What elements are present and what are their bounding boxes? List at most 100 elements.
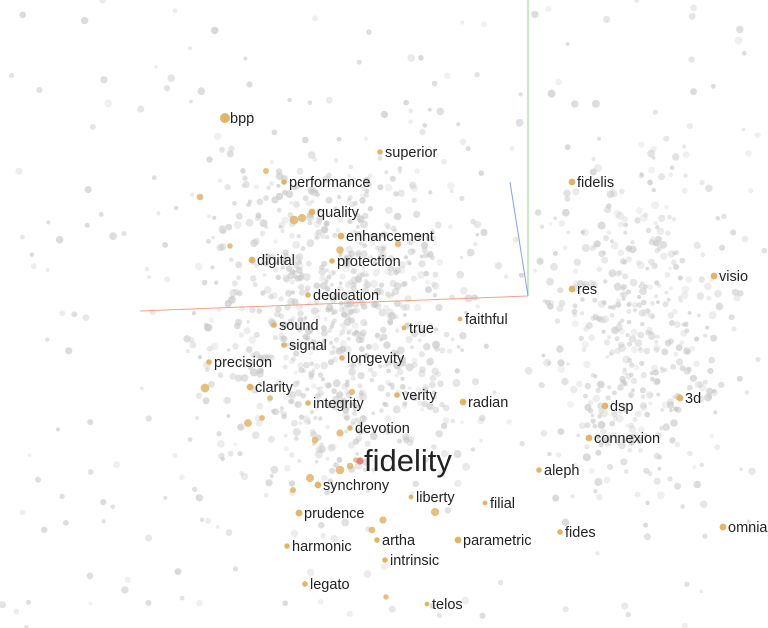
word-label[interactable]: telos [432,597,463,613]
word-point[interactable] [457,316,463,322]
word-point[interactable] [220,113,230,123]
word-point[interactable] [356,457,364,465]
word-point[interactable] [568,285,576,293]
word-label[interactable]: fides [565,525,596,541]
word-point[interactable] [284,543,290,549]
word-label[interactable]: bpp [230,111,254,127]
word-point[interactable] [382,557,388,563]
word-label[interactable]: protection [337,254,401,270]
word-point[interactable] [305,400,311,406]
word-point[interactable] [401,325,407,331]
word-point[interactable] [585,434,593,442]
background-point [640,394,646,399]
word-point[interactable] [329,258,335,264]
word-label[interactable]: harmonic [292,539,352,555]
word-point[interactable] [676,394,684,402]
neighbor-point [227,243,233,249]
word-label[interactable]: liberty [416,490,455,506]
word-label[interactable]: synchrony [323,478,390,494]
word-label[interactable]: integrity [313,396,365,412]
word-point[interactable] [454,536,462,544]
word-point[interactable] [337,232,345,240]
word-point[interactable] [295,509,303,517]
neighbor-point [346,462,354,470]
word-point[interactable] [305,292,311,298]
word-point[interactable] [568,178,576,186]
focus-word-label[interactable]: fidelity [364,443,452,478]
word-label[interactable]: superior [385,145,438,161]
word-label[interactable]: precision [214,355,272,371]
word-point[interactable] [377,149,383,155]
word-label[interactable]: longevity [347,351,405,367]
word-point[interactable] [394,392,400,398]
word-point[interactable] [281,179,287,185]
word-point[interactable] [339,355,345,361]
word-label[interactable]: performance [289,175,370,191]
word-point[interactable] [206,359,212,365]
background-point [338,333,343,337]
word-label[interactable]: res [577,282,597,298]
word-point[interactable] [482,500,488,506]
word-label[interactable]: signal [289,338,327,354]
word-label[interactable]: clarity [255,380,294,396]
word-label[interactable]: faithful [465,312,508,328]
background-point [404,295,412,303]
word-point[interactable] [281,342,287,348]
word-label[interactable]: omnia [728,520,768,536]
word-label[interactable]: quality [317,205,360,221]
word-point[interactable] [302,581,308,587]
word-label[interactable]: enhancement [346,229,434,245]
background-point [478,170,485,176]
word-label[interactable]: artha [382,533,416,549]
word-point[interactable] [347,425,353,431]
word-point[interactable] [536,467,542,473]
background-point [590,281,598,288]
background-point [659,425,664,431]
background-point [9,73,15,79]
background-point [19,11,27,19]
word-label[interactable]: legato [310,577,350,593]
word-label[interactable]: parametric [463,533,532,549]
word-point[interactable] [719,523,727,531]
background-point [588,334,595,342]
word-label[interactable]: dsp [610,399,633,415]
word-point[interactable] [248,256,256,264]
word-point[interactable] [374,537,380,543]
word-label[interactable]: devotion [355,421,410,437]
word-point[interactable] [424,601,430,607]
word-label[interactable]: 3d [685,391,701,407]
word-label[interactable]: connexion [594,431,660,447]
word-point[interactable] [557,529,563,535]
word-point[interactable] [308,208,316,216]
word-label[interactable]: digital [257,253,295,269]
word-label[interactable]: filial [490,496,515,512]
word-label[interactable]: aleph [544,463,579,479]
word-point[interactable] [271,322,277,328]
word-label[interactable]: true [409,321,434,337]
word-label[interactable]: visio [719,269,748,285]
word-point[interactable] [710,272,718,280]
background-point [308,374,314,380]
word-label[interactable]: radian [468,395,508,411]
background-point [311,368,316,373]
word-point[interactable] [246,383,254,391]
background-point [674,441,681,448]
word-label[interactable]: verity [402,388,437,404]
word-label[interactable]: intrinsic [390,553,439,569]
word-point[interactable] [459,398,467,406]
background-point [333,158,339,163]
word-point[interactable] [601,402,609,410]
word-label[interactable]: fidelis [577,175,614,191]
word-point[interactable] [408,494,414,500]
background-point [360,303,368,310]
background-point [310,345,316,351]
background-point [415,232,423,240]
word-label[interactable]: dedication [313,288,379,304]
background-point [345,379,350,384]
word-label[interactable]: prudence [304,506,364,522]
word-label[interactable]: sound [279,318,319,334]
word-point[interactable] [314,481,322,489]
background-point [617,249,625,257]
background-point [313,415,318,421]
